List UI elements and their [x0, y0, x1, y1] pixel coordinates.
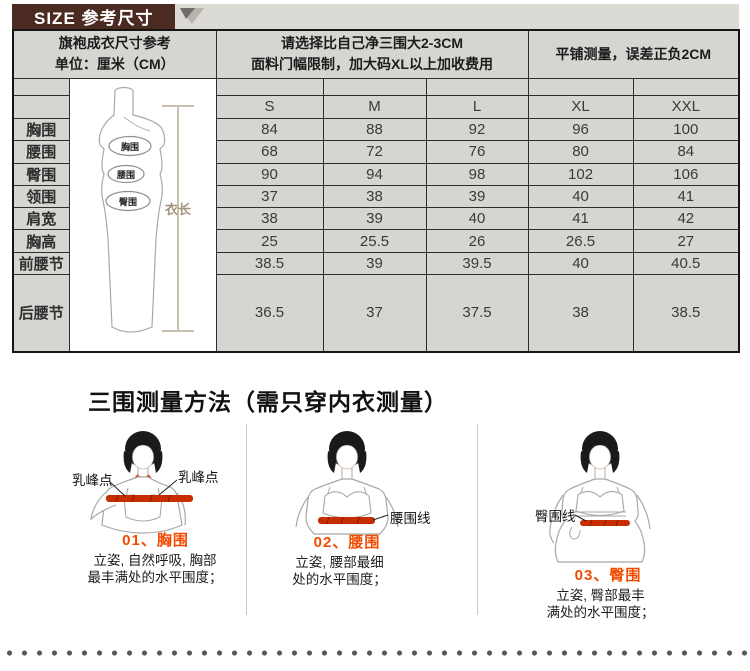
size-col-s: S [215, 94, 324, 120]
figure-desc-bust-2: 最丰满处的水平围度； [87, 570, 223, 585]
hip-figure-drawing [549, 431, 651, 563]
table-row-hip: 臀围 90 94 98 102 106 [12, 162, 740, 186]
figure-title-waist: 02、腰围 [313, 534, 381, 551]
callout-hip-line: 臀围线 [535, 509, 576, 524]
fold-arrow-icon [178, 4, 206, 29]
figure-desc-waist-2: 处的水平围度； [292, 572, 387, 587]
figure-bust-measure: 乳峰点 乳峰点 01、胸围 立姿, 自然呼吸, 胸部 最丰满处的水平围度； [60, 425, 246, 625]
mannequin-bust-label: 胸围 [121, 141, 139, 152]
callout-waist-line: 腰围线 [390, 511, 431, 526]
guide-heading: 三围测量方法（需只穿内衣测量） [88, 389, 448, 415]
callout-bust-point-right: 乳峰点 [178, 470, 219, 485]
spacer-row: 衣长 胸围 腰围 臀围 [12, 77, 740, 352]
mannequin-cell: 衣长 胸围 腰围 臀围 [68, 77, 217, 352]
figure-divider [477, 424, 478, 615]
waist-figure-drawing [295, 431, 399, 535]
header-cell-left: 旗袍成衣尺寸参考 单位：厘米（CM） [12, 29, 217, 79]
figure-title-bust: 01、胸围 [122, 532, 189, 549]
table-header-row: 旗袍成衣尺寸参考 单位：厘米（CM） 请选择比自己净三围大2-3CM 面料门幅限… [12, 29, 740, 79]
figure-divider [246, 424, 247, 615]
figure-hip-measure: 臀围线 03、臀围 立姿, 臀部最丰 满处的水平围度； [478, 425, 720, 625]
size-col-xxl: XXL [632, 94, 740, 120]
table-row-neck: 领围 37 38 39 40 41 [12, 184, 740, 209]
header-cell-right: 平铺测量，误差正负2CM [527, 29, 740, 79]
table-row-bust: 胸围 84 88 92 96 100 [12, 118, 740, 142]
mannequin-waist-label: 腰围 [116, 170, 135, 180]
table-row-front-waist: 前腰节 38.5 39 39.5 40 40.5 [12, 251, 740, 275]
figure-waist-measure: 腰围线 02、腰围 立姿, 腰部最细 处的水平围度； [247, 425, 477, 625]
figure-desc-waist-1: 立姿, 腰部最细 [295, 555, 384, 570]
figure-desc-hip-2: 满处的水平围度； [546, 605, 655, 620]
figure-title-hip: 03、臀围 [574, 567, 642, 584]
header-cell-middle: 请选择比自己净三围大2-3CM 面料门幅限制，加大码XL以上加收费用 [215, 29, 529, 79]
figure-desc-hip-1: 立姿, 臀部最丰 [556, 588, 645, 603]
size-col-l: L [425, 94, 529, 120]
mannequin-hip-label: 臀围 [119, 197, 137, 207]
table-row-back-waist: 后腰节 36.5 37 37.5 38 38.5 [12, 273, 740, 353]
svg-text:衣长: 衣长 [165, 202, 192, 217]
table-row-shoulder: 肩宽 38 39 40 41 42 [12, 207, 740, 231]
figure-desc-bust-1: 立姿, 自然呼吸, 胸部 [93, 553, 217, 568]
table-row-bust-height: 胸高 25 25.5 26 26.5 27 [12, 229, 740, 253]
callout-bust-point-left: 乳峰点 [72, 473, 113, 488]
size-col-xl: XL [527, 94, 634, 120]
bust-figure-drawing [90, 431, 193, 534]
page-title: SIZE 参考尺寸 [12, 4, 175, 29]
size-header-row: S M L XL XXL [12, 94, 740, 120]
title-bar: SIZE 参考尺寸 [12, 4, 739, 29]
qipao-mannequin-drawing: 衣长 胸围 腰围 臀围 [98, 86, 194, 333]
table-row-waist: 腰围 68 72 76 80 84 [12, 140, 740, 164]
size-table: 旗袍成衣尺寸参考 单位：厘米（CM） 请选择比自己净三围大2-3CM 面料门幅限… [12, 29, 741, 353]
size-col-m: M [322, 94, 427, 120]
dotted-divider [2, 648, 750, 658]
